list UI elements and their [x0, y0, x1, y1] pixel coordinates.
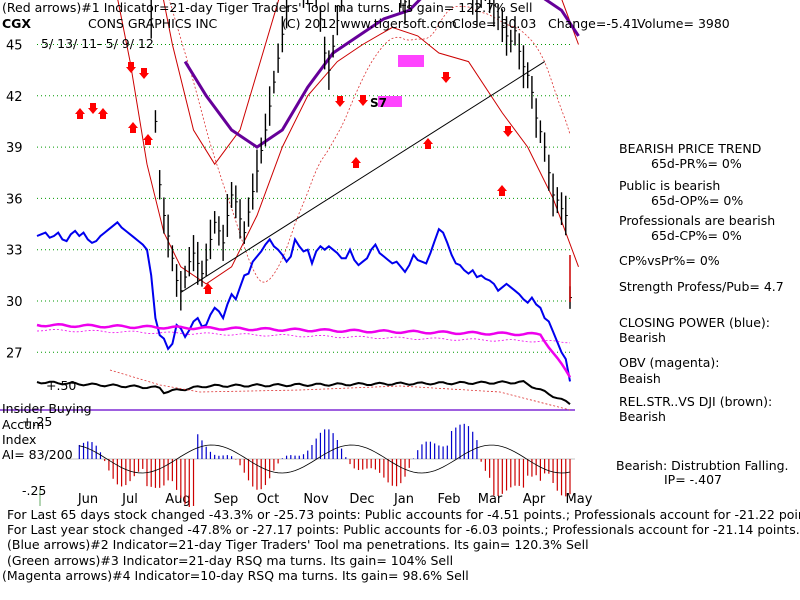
- y-axis-tick-labels: 5754514845423936333027: [6, 0, 23, 361]
- buy-arrow: [203, 283, 213, 294]
- sell-arrow: [126, 62, 136, 73]
- relstr-axis-label: +.50: [46, 378, 77, 393]
- y-tick-label: 27: [6, 346, 23, 361]
- magenta-signal-marker: [378, 96, 402, 107]
- footer-year-summary: For Last year stock changed -47.8% or -2…: [7, 522, 800, 537]
- x-tick-label: Jan: [393, 492, 414, 507]
- closing-power-line: [36, 220, 571, 382]
- s7-annotation: S7: [370, 96, 387, 110]
- ip-value: IP= -.407: [664, 472, 723, 487]
- ticker-symbol: CGX: [2, 16, 32, 31]
- chart-series: [0, 0, 580, 508]
- price-gridlines: [37, 44, 570, 353]
- x-tick-label: Feb: [437, 492, 460, 507]
- ai-value: AI= 83/200: [2, 447, 73, 462]
- relstr-status: Bearish: [619, 409, 666, 424]
- footer-65day-summary: For Last 65 days stock changed -43.3% or…: [7, 507, 800, 522]
- obv-status: Beaish: [619, 371, 661, 386]
- company-name: CONS GRAPHICS INC: [88, 16, 218, 31]
- x-tick-label: Apr: [523, 492, 546, 507]
- pr-value: 65d-PR%= 0%: [651, 156, 742, 171]
- x-tick-label: Mar: [478, 492, 503, 507]
- moving-average-purple: [183, 0, 580, 149]
- sell-arrow: [503, 126, 513, 137]
- x-tick-label: Oct: [257, 492, 279, 507]
- closing-power-status: Bearish: [619, 330, 666, 345]
- indicator-1-title: (Red arrows)#1 Indicator=21-day Tiger Tr…: [2, 0, 533, 15]
- sell-arrow: [441, 72, 451, 83]
- buy-arrow: [497, 185, 507, 196]
- accumulation-histogram: [78, 423, 571, 508]
- closing-power-title: CLOSING POWER (blue):: [619, 315, 770, 330]
- obv-ma-line: [36, 328, 571, 344]
- sell-arrow: [139, 68, 149, 79]
- op-value: 65d-OP%= 0%: [651, 193, 744, 208]
- accum-lower-label: -.25: [22, 483, 47, 498]
- buy-arrow: [98, 108, 108, 119]
- x-tick-label: Aug: [165, 492, 190, 507]
- accum-ma-line: [79, 444, 571, 474]
- close-value: Close= 30.03: [452, 16, 537, 31]
- professionals-status: Professionals are bearish: [619, 213, 776, 228]
- support-trendline: [180, 61, 545, 293]
- x-tick-label: May: [566, 492, 593, 507]
- buy-arrow: [128, 122, 138, 133]
- y-tick-label: 33: [6, 244, 23, 259]
- x-axis-tick-labels: Jun Jul Aug Sep Oct Nov Dec Jan Feb Mar Apr May: [39, 490, 593, 507]
- y-tick-label: 39: [6, 141, 23, 156]
- buy-arrow: [143, 134, 153, 145]
- bollinger-lower-band: [117, 0, 579, 285]
- strength-value: Strength Profess/Pub= 4.7: [619, 279, 784, 294]
- y-tick-label: 48: [6, 0, 23, 2]
- buy-arrow: [351, 157, 361, 168]
- y-tick-label: 36: [6, 192, 23, 207]
- cpvspr-value: CP%vsPr%= 0%: [619, 253, 720, 268]
- accum-label: Accum: [2, 417, 45, 432]
- change-value: Change=-5.41: [548, 16, 639, 31]
- relstr-title: REL.STR..VS DJI (brown):: [619, 394, 773, 409]
- indicator-3-title: (Green arrows)#3 Indicator=21-day RSQ ma…: [7, 553, 454, 568]
- cp-value: 65d-CP%= 0%: [651, 228, 742, 243]
- x-tick-label: Sep: [214, 492, 239, 507]
- insider-buying-label: Insider Buying: [2, 401, 92, 416]
- index-label: Index: [2, 432, 37, 447]
- y-tick-label: 30: [6, 295, 23, 310]
- date-range: 5/ 13/ 11- 5/ 9/ 12: [41, 36, 154, 51]
- accum-upper-label: +.25: [22, 414, 53, 429]
- indicator-2-title: (Blue arrows)#2 Indicator=21-day Tiger T…: [7, 537, 589, 552]
- indicator-4-title: (Magenta arrows)#4 Indicator=10-day RSQ …: [2, 568, 469, 583]
- magenta-signal-marker: [398, 55, 424, 67]
- x-tick-label: Dec: [349, 492, 374, 507]
- buy-arrow: [423, 138, 433, 149]
- obv-line: [36, 322, 572, 378]
- copyright: (C) 2012 www.tigersoft.com: [282, 16, 457, 31]
- buy-arrow: [75, 108, 85, 119]
- volume-value: Volume= 3980: [637, 16, 730, 31]
- relstr-line: [36, 380, 571, 405]
- signal-arrows: S7: [75, 55, 513, 294]
- obv-title: OBV (magenta):: [619, 355, 720, 370]
- y-tick-label: 42: [6, 90, 23, 105]
- x-tick-label: Jul: [121, 492, 138, 507]
- x-tick-label: Jun: [77, 492, 98, 507]
- relstr-ma-line: [109, 369, 571, 411]
- sell-arrow: [358, 95, 368, 106]
- y-tick-label: 45: [6, 39, 23, 54]
- sell-arrow: [335, 96, 345, 107]
- public-status: Public is bearish: [619, 178, 721, 193]
- distribution-title: Bearish: Distrubtion Falling.: [616, 458, 789, 473]
- trend-title: BEARISH PRICE TREND: [619, 141, 762, 156]
- sell-arrow: [88, 103, 98, 114]
- x-tick-label: Nov: [303, 492, 329, 507]
